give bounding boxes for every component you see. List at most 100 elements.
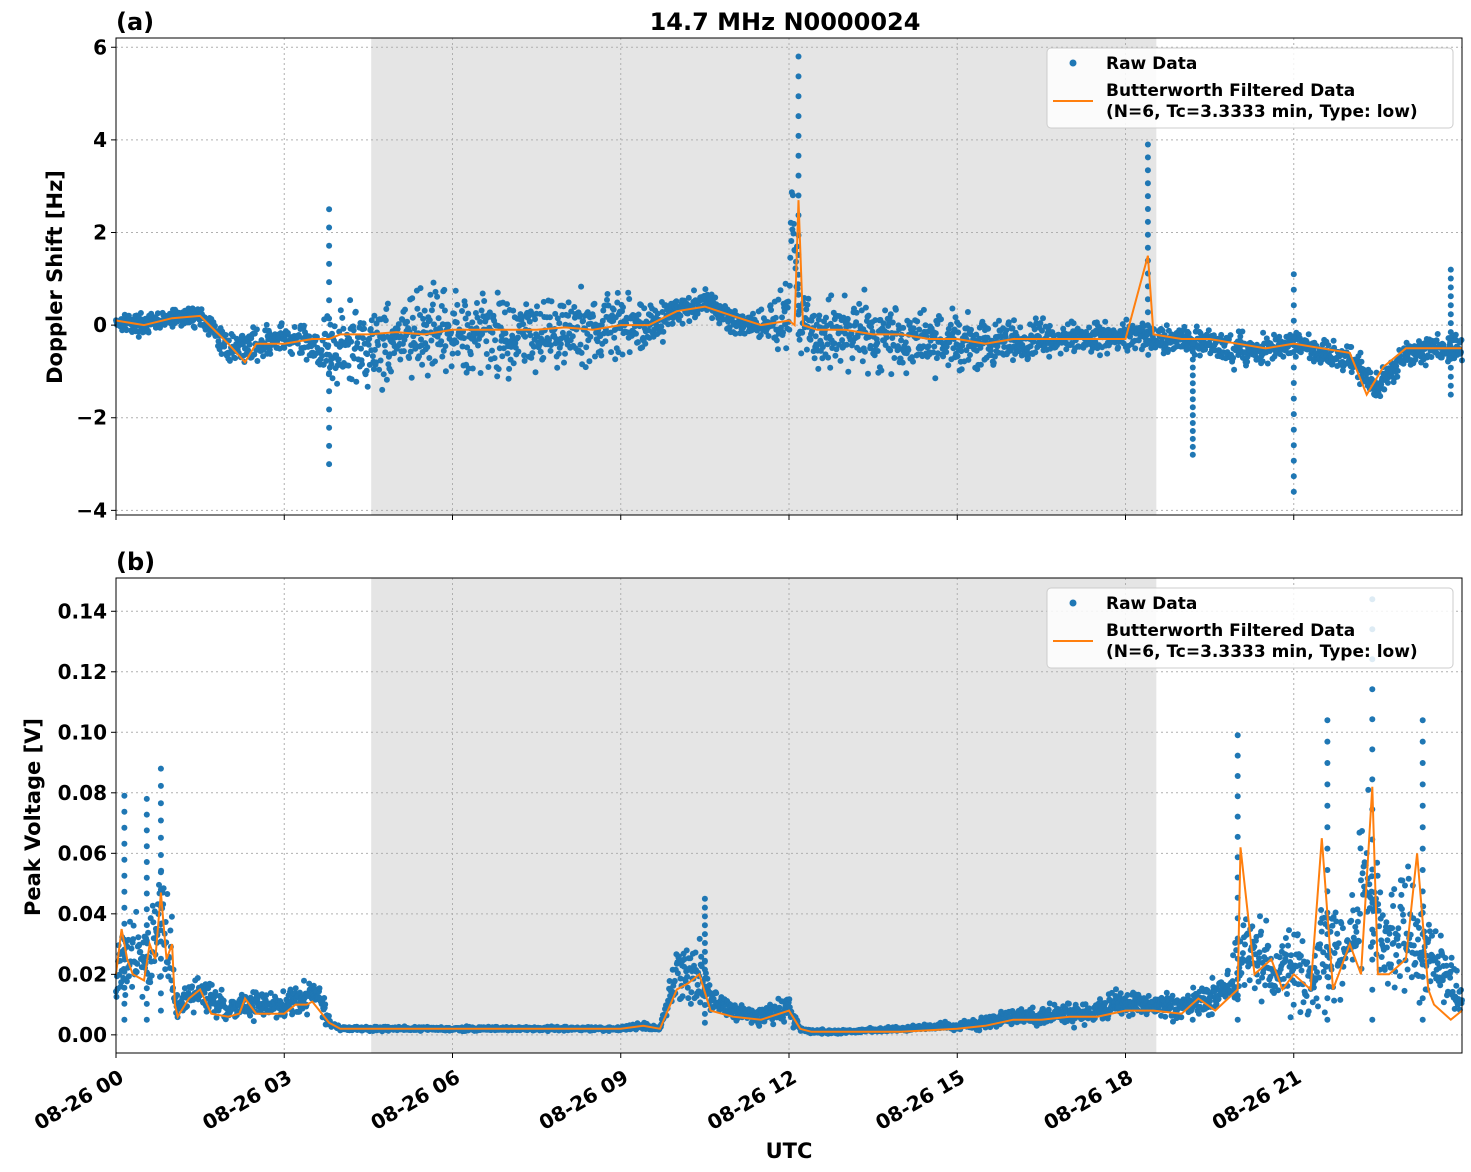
raw-data-point [958, 348, 965, 355]
raw-data-point [303, 356, 310, 363]
raw-data-point [504, 350, 511, 357]
raw-data-point [1190, 984, 1197, 991]
raw-data-point [353, 378, 360, 385]
raw-data-point [1255, 978, 1262, 985]
raw-data-point [987, 347, 994, 354]
raw-data-point [795, 291, 802, 298]
raw-data-point [943, 343, 950, 350]
raw-data-point [846, 322, 853, 329]
raw-data-point [502, 330, 509, 337]
raw-data-point [675, 953, 682, 960]
raw-data-point [494, 373, 501, 380]
raw-data-point [499, 353, 506, 360]
raw-data-point [1102, 1000, 1109, 1006]
raw-data-point [213, 1014, 220, 1021]
raw-data-point [932, 375, 939, 382]
raw-data-point [222, 332, 229, 338]
raw-data-point [489, 329, 496, 336]
raw-data-point [316, 985, 323, 992]
raw-data-point [1237, 333, 1244, 340]
raw-data-point [208, 981, 215, 988]
raw-data-point [448, 363, 455, 370]
raw-data-point [611, 334, 618, 341]
raw-data-point [1210, 332, 1217, 339]
raw-data-point [1145, 992, 1152, 999]
raw-data-point [910, 358, 916, 365]
raw-data-point [127, 918, 133, 925]
raw-data-point [139, 993, 146, 1000]
raw-data-point [1102, 318, 1109, 325]
raw-data-point [787, 254, 794, 261]
y-tick-label: 0 [93, 313, 107, 337]
raw-data-point [453, 319, 460, 326]
raw-data-point [775, 296, 782, 303]
raw-data-point [716, 303, 723, 309]
raw-data-point [1165, 346, 1172, 353]
raw-data-point [626, 349, 633, 356]
raw-data-point [1290, 364, 1297, 371]
raw-data-point [1259, 974, 1266, 981]
raw-data-point [254, 358, 261, 364]
raw-data-point [1017, 324, 1024, 331]
raw-data-point [474, 314, 481, 321]
raw-data-point [679, 993, 686, 1000]
raw-data-point [537, 348, 544, 355]
raw-data-point [1145, 351, 1152, 358]
raw-data-point [432, 288, 439, 295]
raw-data-point [1447, 364, 1454, 371]
raw-data-point [642, 340, 649, 347]
raw-data-point [326, 406, 333, 413]
raw-data-point [687, 955, 694, 962]
raw-data-point [887, 347, 894, 354]
raw-data-point [1185, 330, 1192, 337]
raw-data-point [148, 972, 155, 979]
raw-data-point [1189, 348, 1196, 355]
raw-data-point [278, 320, 285, 327]
raw-data-point [218, 986, 225, 993]
raw-data-point [194, 975, 201, 981]
grid [115, 578, 1462, 1053]
raw-data-point [494, 289, 501, 296]
raw-data-point [364, 383, 371, 390]
raw-data-point [635, 339, 641, 346]
raw-data-point [1189, 372, 1196, 379]
raw-data-point [958, 366, 965, 373]
raw-data-point [871, 352, 878, 359]
raw-data-point [1251, 943, 1258, 950]
raw-data-point [408, 374, 415, 381]
raw-data-point [465, 365, 472, 372]
raw-data-point [938, 316, 944, 323]
raw-data-point [1144, 322, 1151, 329]
raw-data-point [253, 326, 260, 333]
raw-data-point [1003, 327, 1010, 334]
raw-data-point [1244, 358, 1251, 365]
raw-data-point [872, 317, 879, 324]
raw-data-point [594, 338, 601, 345]
raw-data-point [964, 309, 971, 315]
raw-data-point [1230, 952, 1237, 959]
raw-data-point [889, 319, 896, 326]
raw-data-point [1189, 1016, 1196, 1023]
raw-data-point [837, 357, 844, 364]
raw-data-point [1447, 320, 1454, 327]
raw-data-point [842, 330, 849, 337]
raw-data-point [1005, 319, 1012, 326]
raw-data-point [1290, 380, 1297, 386]
raw-data-point [849, 355, 856, 362]
raw-data-point [383, 306, 390, 312]
raw-data-point [1271, 331, 1277, 338]
raw-data-point [1230, 354, 1237, 361]
raw-data-point [895, 343, 901, 350]
raw-data-point [1348, 344, 1355, 350]
raw-data-point [528, 354, 535, 361]
raw-data-point [1117, 990, 1124, 997]
raw-data-point [795, 311, 802, 318]
raw-data-point [301, 977, 307, 984]
raw-data-point [525, 313, 532, 320]
raw-data-point [1290, 426, 1297, 433]
raw-data-point [990, 359, 997, 366]
raw-data-point [583, 344, 590, 351]
raw-data-point [580, 318, 587, 324]
raw-data-point [1297, 349, 1304, 356]
